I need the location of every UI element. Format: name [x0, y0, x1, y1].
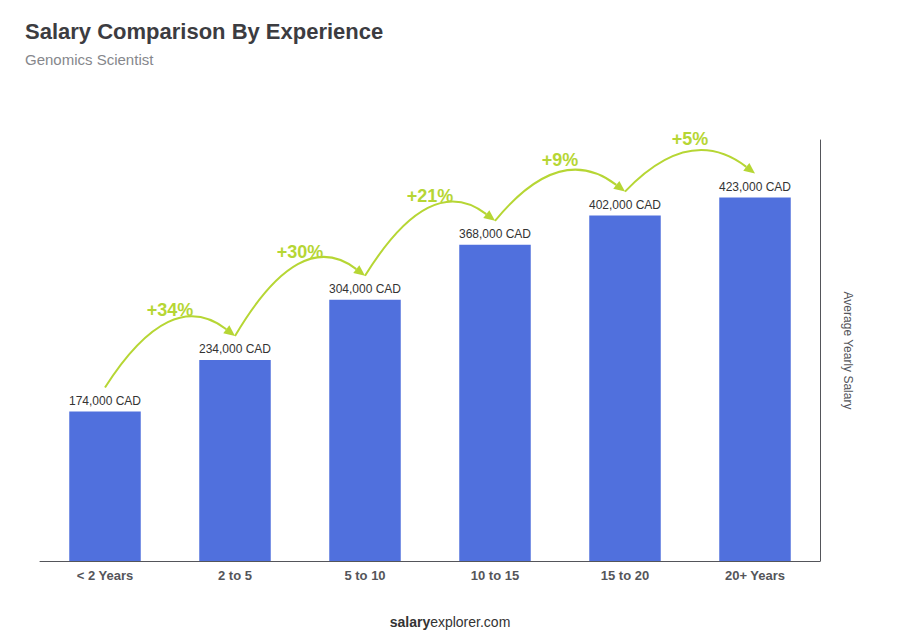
svg-text:368,000 CAD: 368,000 CAD: [459, 227, 531, 241]
svg-text:174,000 CAD: 174,000 CAD: [69, 394, 141, 408]
svg-text:Salary Comparison By Experienc: Salary Comparison By Experience: [25, 19, 383, 44]
svg-text:2 to 5: 2 to 5: [218, 568, 252, 583]
svg-text:explorer.com: explorer.com: [430, 614, 510, 630]
svg-text:+21%: +21%: [407, 186, 454, 206]
svg-text:+9%: +9%: [542, 150, 579, 170]
svg-text:+34%: +34%: [147, 300, 194, 320]
svg-text:Average Yearly Salary: Average Yearly Salary: [841, 292, 855, 410]
svg-text:Genomics Scientist: Genomics Scientist: [25, 51, 154, 68]
svg-text:304,000 CAD: 304,000 CAD: [329, 282, 401, 296]
svg-text:5 to 10: 5 to 10: [344, 568, 385, 583]
svg-text:+5%: +5%: [672, 129, 709, 149]
svg-text:20+ Years: 20+ Years: [725, 568, 785, 583]
svg-text:15 to 20: 15 to 20: [601, 568, 649, 583]
svg-text:402,000 CAD: 402,000 CAD: [589, 198, 661, 212]
svg-text:10 to 15: 10 to 15: [471, 568, 519, 583]
svg-text:+30%: +30%: [277, 242, 324, 262]
svg-text:salary: salary: [390, 614, 431, 630]
svg-text:< 2 Years: < 2 Years: [77, 568, 134, 583]
svg-text:234,000 CAD: 234,000 CAD: [199, 342, 271, 356]
svg-text:423,000 CAD: 423,000 CAD: [719, 180, 791, 194]
